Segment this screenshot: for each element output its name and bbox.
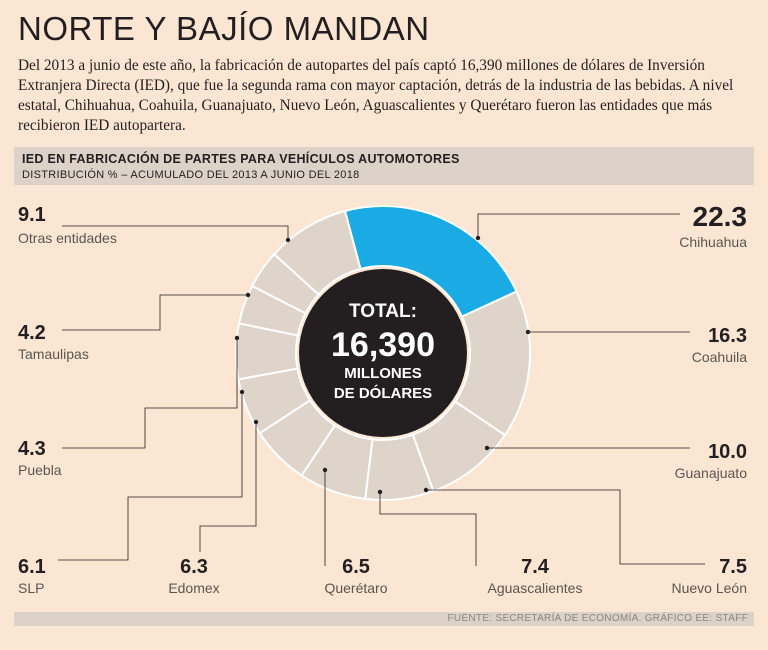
slice-value-label: 4.2 (18, 322, 46, 344)
slice-name-label: Otras entidades (18, 230, 117, 246)
slice-name-label: Coahuila (692, 349, 747, 365)
slice-value-label: 7.4 (521, 556, 550, 578)
slice-name-label: Aguascalientes (488, 580, 583, 596)
leader-line (62, 338, 238, 449)
page-title: NORTE Y BAJÍO MANDAN (18, 10, 430, 47)
leader-dot (423, 487, 429, 493)
slice-value-label: 6.3 (180, 556, 208, 578)
leader-dot (377, 489, 383, 495)
leader-line (477, 213, 680, 238)
slice-name-label: Chihuahua (679, 234, 747, 250)
slice-name-label: Tamaulipas (18, 346, 89, 362)
leader-dot (525, 329, 531, 335)
slice-labels: 22.3 Chihuahua 16.3 Coahuila 10.0 Guanajuato 7… (18, 201, 747, 596)
slice-name-label: SLP (18, 580, 44, 596)
slice-chihuahua (343, 205, 518, 318)
slice-name-label: Nuevo León (671, 580, 747, 596)
center-units-line2: DE DÓLARES (334, 384, 432, 402)
slice-otras-entidades (272, 209, 362, 296)
leader-line (58, 392, 243, 561)
leader-lines (58, 213, 705, 566)
leader-dot (484, 445, 490, 451)
slice-name-label: Querétaro (324, 580, 387, 596)
leader-dot (285, 237, 291, 243)
leader-line (379, 492, 477, 566)
leader-line (199, 422, 257, 552)
chart-header-band: IED EN FABRICACIÓN DE PARTES PARA VEHÍCU… (14, 147, 754, 185)
chart-subtitle: DISTRIBUCIÓN % – ACUMULADO DEL 2013 A JU… (22, 169, 360, 181)
leader-dot (234, 335, 240, 341)
intro-paragraph: Del 2013 a junio de este año, la fabrica… (18, 57, 734, 134)
slice-value-label: 9.1 (18, 204, 46, 226)
slice-value-label: 16.3 (708, 325, 747, 347)
leader-dot (475, 235, 481, 241)
slice-value-label: 4.3 (18, 438, 46, 460)
center-total-value: 16,390 (331, 326, 435, 364)
slice-name-label: Puebla (18, 462, 62, 478)
leader-line (426, 489, 705, 565)
slice-name-label: Edomex (168, 580, 219, 596)
leader-dot (245, 292, 251, 298)
leader-dot (253, 419, 259, 425)
center-total-label: TOTAL: (349, 301, 417, 322)
leader-line (62, 225, 289, 240)
slice-value-label: 6.5 (342, 556, 370, 578)
slice-value-label: 7.5 (719, 556, 747, 578)
slice-value-label: 22.3 (693, 201, 748, 232)
leader-dot (239, 389, 245, 395)
center-disc (299, 269, 467, 437)
donut-slices (235, 205, 531, 501)
leader-line (62, 294, 248, 331)
leader-dot (322, 467, 328, 473)
slice-name-label: Guanajuato (675, 465, 748, 481)
footer-band: FUENTE: SECRETARÍA DE ECONOMÍA. GRÁFICO … (14, 612, 754, 626)
slice-value-label: 10.0 (708, 441, 747, 463)
chart-title: IED EN FABRICACIÓN DE PARTES PARA VEHÍCU… (22, 152, 460, 166)
center-units-line1: MILLONES (344, 365, 422, 382)
source-note: FUENTE: SECRETARÍA DE ECONOMÍA. GRÁFICO … (447, 613, 748, 624)
slice-value-label: 6.1 (18, 556, 46, 578)
